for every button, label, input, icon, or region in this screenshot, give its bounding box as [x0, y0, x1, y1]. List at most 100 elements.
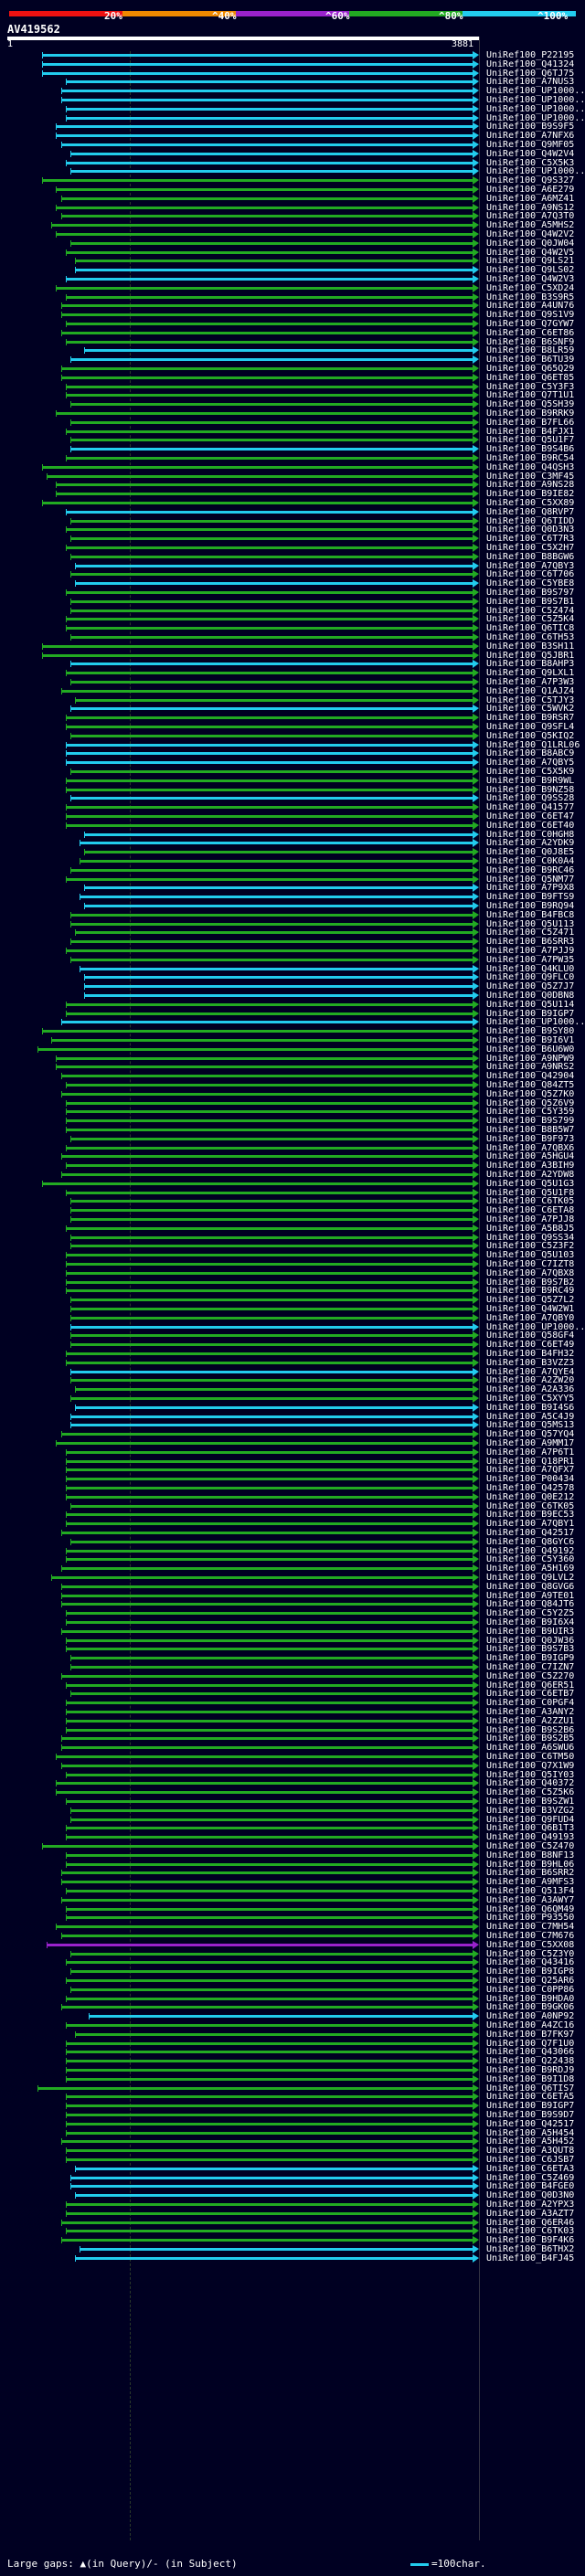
- hit-bar[interactable]: [66, 1860, 479, 1869]
- hit-label[interactable]: UniRef100_B9S9F5: [486, 122, 575, 132]
- hit-bar[interactable]: [84, 884, 479, 892]
- hit-bar[interactable]: [56, 284, 479, 292]
- hit-bar[interactable]: [70, 1323, 479, 1331]
- hit-bar[interactable]: [66, 338, 479, 346]
- hit-bar[interactable]: [66, 2102, 479, 2110]
- hit-bar[interactable]: [61, 1627, 479, 1636]
- hit-bar[interactable]: [70, 911, 479, 919]
- hit-label[interactable]: UniRef100_Q6TJ75: [486, 69, 575, 79]
- hit-label[interactable]: UniRef100_Q0E212: [486, 1492, 575, 1502]
- hit-label[interactable]: UniRef100_C5X2H7: [486, 543, 575, 553]
- hit-label[interactable]: UniRef100_C6ET40: [486, 821, 575, 831]
- hit-bar[interactable]: [66, 822, 479, 830]
- hit-label[interactable]: UniRef100_C6ETA8: [486, 1205, 575, 1215]
- hit-bar[interactable]: [66, 615, 479, 623]
- hit-bar[interactable]: [51, 221, 479, 229]
- hit-label[interactable]: UniRef100_Q5Z6V9: [486, 1098, 575, 1108]
- hit-bar[interactable]: [42, 176, 479, 185]
- hit-label[interactable]: UniRef100_C6TK03: [486, 2226, 575, 2236]
- hit-bar[interactable]: [70, 1234, 479, 1242]
- hit-label[interactable]: UniRef100_A6MZ41: [486, 194, 575, 204]
- hit-label[interactable]: UniRef100_B9I1D8: [486, 2074, 575, 2084]
- hit-label[interactable]: UniRef100_B9IGP9: [486, 1653, 575, 1663]
- hit-bar[interactable]: [61, 329, 479, 337]
- hit-bar[interactable]: [66, 2120, 479, 2128]
- hit-bar[interactable]: [66, 1699, 479, 1707]
- hit-label[interactable]: UniRef100_Q43416: [486, 1957, 575, 1967]
- hit-bar[interactable]: [70, 956, 479, 964]
- hit-label[interactable]: UniRef100_C5X5K9: [486, 767, 575, 777]
- hit-label[interactable]: UniRef100_B9I4S6: [486, 1403, 575, 1413]
- hit-label[interactable]: UniRef100_B8AHP3: [486, 659, 575, 669]
- hit-label[interactable]: UniRef100_B6SNF9: [486, 337, 575, 347]
- hit-bar[interactable]: [61, 2219, 479, 2227]
- hit-label[interactable]: UniRef100_C6JSB7: [486, 2155, 575, 2165]
- hit-label[interactable]: UniRef100_B9S2B5: [486, 1733, 575, 1744]
- hit-label[interactable]: UniRef100_Q6ET85: [486, 373, 575, 383]
- hit-bar[interactable]: [84, 831, 479, 839]
- hit-label[interactable]: UniRef100_B9S9D7: [486, 2110, 575, 2120]
- hit-label[interactable]: UniRef100_A5B8J5: [486, 1224, 575, 1234]
- hit-label[interactable]: UniRef100_A3AWY7: [486, 1895, 575, 1905]
- hit-label[interactable]: UniRef100_A7Q3T0: [486, 211, 575, 221]
- hit-label[interactable]: UniRef100_C5Y2Z5: [486, 1608, 575, 1618]
- hit-label[interactable]: UniRef100_Q9LXL1: [486, 668, 575, 678]
- hit-bar[interactable]: [70, 920, 479, 928]
- hit-label[interactable]: UniRef100_A7PJJ9: [486, 946, 575, 956]
- hit-bar[interactable]: [66, 1958, 479, 1966]
- hit-bar[interactable]: [51, 1574, 479, 1582]
- hit-bar[interactable]: [66, 723, 479, 731]
- hit-label[interactable]: UniRef100_UP1000..: [486, 95, 585, 105]
- hit-bar[interactable]: [70, 150, 479, 158]
- hit-label[interactable]: UniRef100_C5Y359: [486, 1107, 575, 1117]
- hit-label[interactable]: UniRef100_A7P9X8: [486, 883, 575, 893]
- hit-bar[interactable]: [61, 1152, 479, 1161]
- hit-label[interactable]: UniRef100_Q4W2W1: [486, 1304, 575, 1314]
- hit-bar[interactable]: [70, 1986, 479, 1994]
- hit-bar[interactable]: [80, 839, 479, 847]
- hit-bar[interactable]: [42, 463, 479, 472]
- hit-bar[interactable]: [61, 1600, 479, 1608]
- hit-label[interactable]: UniRef100_Q5U1F8: [486, 1188, 575, 1198]
- hit-label[interactable]: UniRef100_B9S7B1: [486, 597, 575, 607]
- hit-bar[interactable]: [61, 2236, 479, 2244]
- hit-bar[interactable]: [66, 1887, 479, 1895]
- hit-bar[interactable]: [70, 535, 479, 543]
- hit-label[interactable]: UniRef100_Q43066: [486, 2047, 575, 2057]
- hit-bar[interactable]: [56, 481, 479, 489]
- hit-label[interactable]: UniRef100_A2YDW8: [486, 1170, 575, 1180]
- hit-label[interactable]: UniRef100_Q58GF4: [486, 1330, 575, 1341]
- hit-bar[interactable]: [42, 69, 479, 78]
- hit-label[interactable]: UniRef100_B9RSR7: [486, 713, 575, 723]
- hit-bar[interactable]: [70, 1206, 479, 1214]
- hit-label[interactable]: UniRef100_Q84JT6: [486, 1599, 575, 1609]
- hit-label[interactable]: UniRef100_A7QBY5: [486, 758, 575, 768]
- hit-label[interactable]: UniRef100_C6T7R3: [486, 534, 575, 544]
- hit-label[interactable]: UniRef100_C6ETA5: [486, 2092, 575, 2102]
- hit-bar[interactable]: [66, 1609, 479, 1617]
- hit-bar[interactable]: [66, 624, 479, 632]
- hit-bar[interactable]: [47, 1941, 479, 1949]
- hit-bar[interactable]: [66, 428, 479, 436]
- hit-bar[interactable]: [75, 257, 479, 265]
- hit-label[interactable]: UniRef100_B7FK97: [486, 2030, 575, 2040]
- hit-bar[interactable]: [61, 1744, 479, 1752]
- hit-bar[interactable]: [70, 1413, 479, 1421]
- hit-label[interactable]: UniRef100_Q42517: [486, 1528, 575, 1538]
- hit-bar[interactable]: [70, 2174, 479, 2182]
- hit-label[interactable]: UniRef100_B9F4K6: [486, 2235, 575, 2245]
- hit-label[interactable]: UniRef100_Q49193: [486, 1832, 575, 1842]
- hit-bar[interactable]: [66, 2111, 479, 2119]
- hit-bar[interactable]: [61, 1734, 479, 1743]
- hit-label[interactable]: UniRef100_B4FH32: [486, 1349, 575, 1359]
- hit-bar[interactable]: [61, 2003, 479, 2011]
- hit-bar[interactable]: [66, 2048, 479, 2056]
- hit-bar[interactable]: [66, 114, 479, 122]
- hit-bar[interactable]: [70, 167, 479, 175]
- hit-bar[interactable]: [66, 1555, 479, 1564]
- hit-label[interactable]: UniRef100_A3AZT7: [486, 2209, 575, 2219]
- hit-bar[interactable]: [70, 1502, 479, 1511]
- hit-bar[interactable]: [61, 195, 479, 203]
- hit-label[interactable]: UniRef100_Q5U113: [486, 919, 575, 929]
- hit-label[interactable]: UniRef100_B9I6V1: [486, 1035, 575, 1045]
